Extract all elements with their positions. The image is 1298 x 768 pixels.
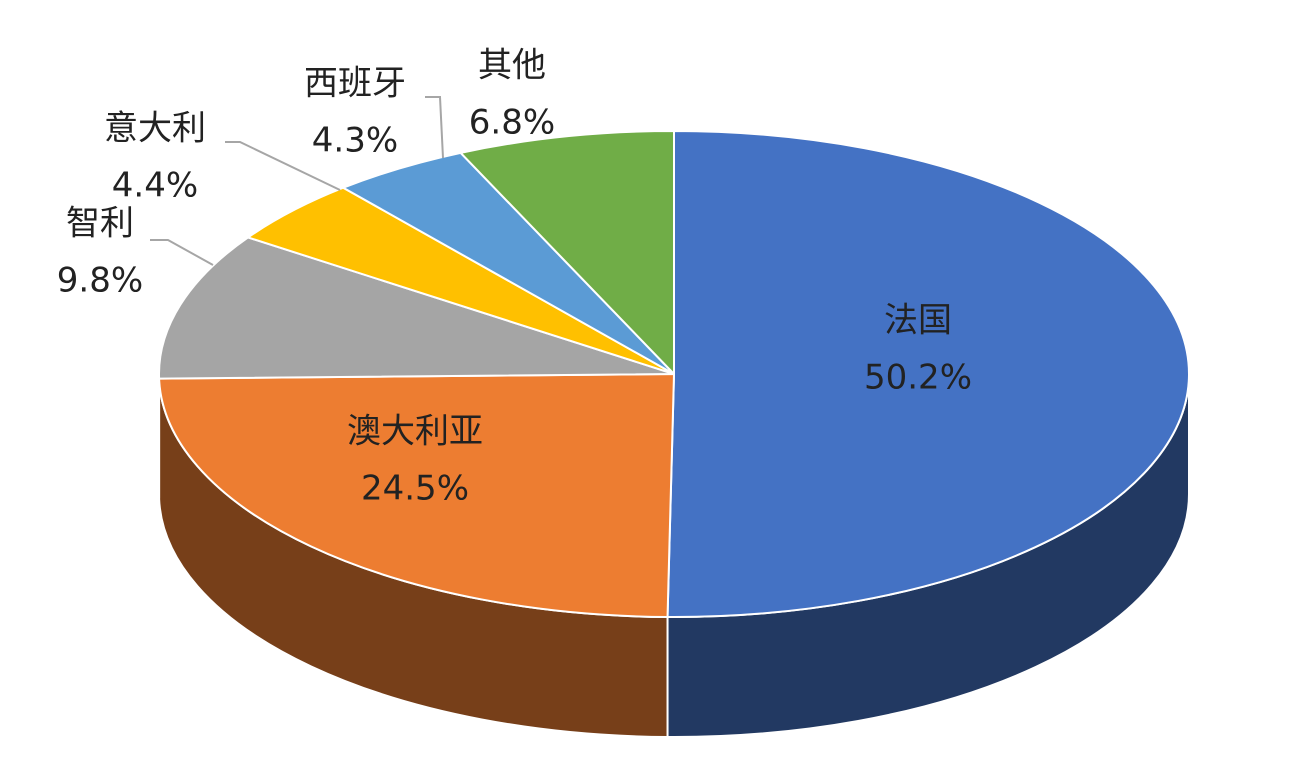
value-label: 4.4% [112,166,198,206]
slice [158,236,675,380]
category-label: 意大利 [104,109,206,149]
value-label: 50.2% [864,358,972,398]
leader-line [425,96,444,159]
category-label: 其他 [478,46,546,86]
value-label: 24.5% [361,469,469,509]
category-label: 澳大利亚 [347,412,483,452]
category-label: 法国 [884,301,952,341]
value-label: 9.8% [57,261,143,301]
category-label: 西班牙 [304,64,406,104]
category-label: 智利 [66,204,134,244]
slice [158,372,676,618]
slice [666,129,1190,618]
value-label: 4.3% [312,121,398,161]
leader-line [225,141,341,191]
leader-line [150,239,214,266]
value-label: 6.8% [469,103,555,143]
slice [458,129,675,377]
